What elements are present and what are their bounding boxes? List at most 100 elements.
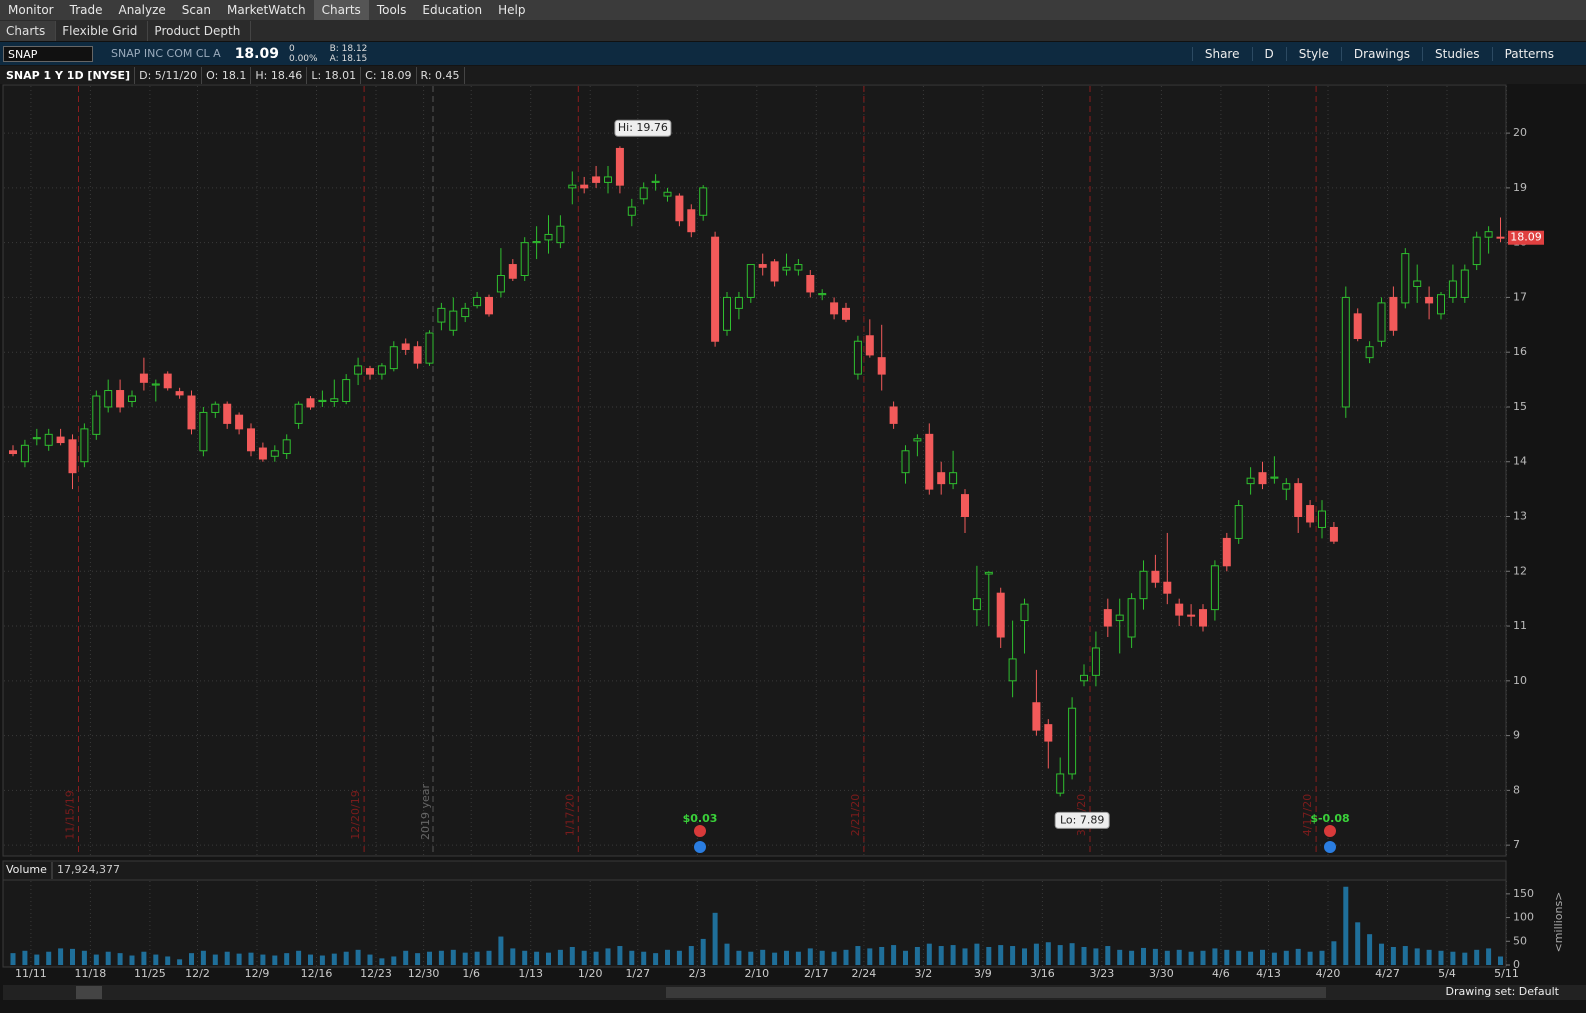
volume-bar [1486, 948, 1492, 965]
candle-body [544, 233, 553, 241]
volume-bar [498, 936, 504, 965]
volume-bar [1164, 950, 1170, 965]
menu-item[interactable]: Analyze [118, 3, 166, 17]
volume-header [2, 860, 1507, 881]
menu-item[interactable]: Education [422, 3, 483, 17]
quote-box: B: 18.12 A: 18.15 [330, 44, 368, 64]
y-tick-label: 12 [1513, 564, 1527, 577]
volume-bar [700, 938, 706, 965]
volume-bar [284, 953, 290, 965]
volume-bar [1462, 952, 1468, 965]
candle-body [949, 472, 958, 485]
tab[interactable]: Flexible Grid [56, 20, 149, 41]
candle-body [556, 225, 565, 244]
volume-bar [486, 950, 492, 965]
candle-body [604, 176, 612, 183]
change-box: 0 0.00% [289, 44, 318, 64]
volume-bar [605, 948, 611, 965]
volume-bar [1367, 934, 1373, 965]
volume-bar [1343, 886, 1349, 965]
tool-button[interactable]: Style [1285, 46, 1341, 61]
ohlc-field: C: 18.09 [361, 66, 417, 84]
y-tick-label: 0 [1513, 958, 1520, 971]
expiration-label: 1/17/20 [563, 794, 576, 836]
candle-body [806, 275, 815, 293]
tool-button[interactable]: Studies [1422, 46, 1492, 61]
candle-body [1401, 253, 1410, 304]
volume-bar [784, 950, 789, 965]
tool-button[interactable]: Drawings [1340, 46, 1422, 61]
x-tick-label: 2/3 [688, 967, 706, 980]
volume-bar [212, 954, 218, 965]
expiration-label: 12/20/19 [349, 790, 362, 839]
volume-bar [593, 951, 599, 965]
volume-bar [1355, 922, 1361, 965]
volume-bar [998, 945, 1004, 965]
volume-bar [296, 950, 302, 965]
low-callout [1054, 811, 1110, 829]
menu-item[interactable]: Charts [313, 0, 369, 20]
tool-button[interactable]: D [1251, 46, 1286, 61]
candle-body [1115, 614, 1124, 622]
chart-header: SNAP 1 Y 1D [NYSE] D: 5/11/20 O: 18.1 H: 1… [0, 66, 1586, 84]
x-tick-label: 2/10 [744, 967, 769, 980]
candle-body [1175, 603, 1184, 616]
x-tick-label: 3/16 [1030, 967, 1055, 980]
candle-body [1437, 294, 1445, 315]
tab[interactable]: Product Depth [148, 20, 252, 41]
candle-body [782, 266, 791, 271]
candle-body [853, 340, 862, 375]
candle-body [901, 450, 910, 474]
menu-item[interactable]: Trade [69, 3, 103, 17]
candle-body [413, 346, 422, 364]
volume-bar [189, 953, 194, 965]
volume-bar [1319, 950, 1325, 965]
y-tick-label: 11 [1513, 619, 1527, 632]
volume-bar [760, 949, 766, 965]
volume-bar [450, 949, 456, 965]
symbol-input[interactable]: SNAP [3, 45, 93, 62]
candle-body [580, 184, 589, 189]
volume-bar [1129, 950, 1135, 965]
menu-item[interactable]: Monitor [8, 3, 54, 17]
candle-body [175, 391, 184, 396]
tab[interactable]: Charts [0, 20, 57, 41]
low-label: Lo: 7.89 [1060, 813, 1104, 826]
volume-bar [236, 953, 242, 965]
volume-bar [795, 951, 801, 965]
volume-bar [1260, 949, 1265, 965]
volume-bar [129, 955, 135, 965]
menu-item[interactable]: MarketWatch [226, 3, 306, 17]
y-tick-label: 150 [1513, 887, 1534, 900]
menu-item[interactable]: Help [498, 3, 526, 17]
x-tick-label: 11/25 [134, 967, 166, 980]
candle-body [151, 383, 160, 386]
scroll-button[interactable] [76, 986, 102, 999]
volume-bar [1331, 941, 1337, 965]
volume-bar [938, 946, 944, 965]
volume-bar [224, 951, 230, 965]
candle-body [687, 209, 696, 233]
volume-bar [272, 955, 278, 965]
description: SNAP INC COM CL A [111, 47, 221, 60]
volume-bar [462, 952, 468, 965]
menu-item[interactable]: Tools [376, 3, 407, 17]
volume-bar [581, 950, 587, 965]
scroll-thumb[interactable] [666, 987, 1326, 998]
candle-body [32, 437, 41, 440]
candle-body [1341, 296, 1350, 408]
volume-bar [331, 953, 337, 965]
x-tick-label: 3/30 [1149, 967, 1174, 980]
candle-body [758, 264, 767, 268]
volume-bar [665, 949, 670, 965]
volume-bar [367, 954, 373, 965]
volume-bar [391, 956, 397, 965]
volume-bar [1010, 946, 1016, 965]
menu-item[interactable]: Scan [181, 3, 211, 17]
volume-bar [1022, 948, 1027, 965]
tool-button[interactable]: Patterns [1491, 46, 1566, 61]
candle-body [711, 236, 720, 342]
tool-button[interactable]: Share [1191, 46, 1252, 61]
volume-bar [70, 948, 75, 965]
x-tick-label: 1/13 [518, 967, 543, 980]
